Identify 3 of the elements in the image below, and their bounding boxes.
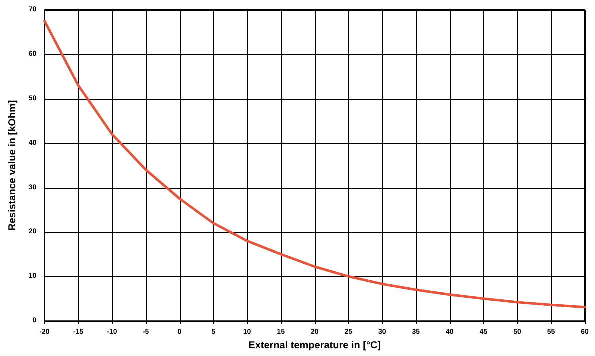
line-series bbox=[43, 20, 586, 309]
x-axis-title: External temperature in [°C] bbox=[248, 340, 382, 352]
y-axis-title: Resistance value in [kOhm] bbox=[8, 100, 18, 231]
